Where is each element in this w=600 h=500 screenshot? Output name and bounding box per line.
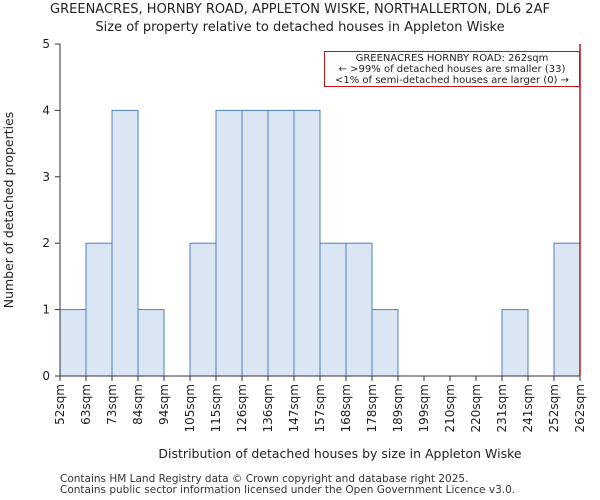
bar-231sqm — [501, 309, 529, 377]
x-tick-label-84sqm: 84sqm — [131, 384, 145, 425]
x-tick-label-252sqm: 252sqm — [547, 384, 561, 432]
x-tick-label-105sqm: 105sqm — [183, 384, 197, 432]
bar-178sqm — [371, 309, 399, 377]
x-tick-label-115sqm: 115sqm — [209, 384, 223, 432]
chart-title: GREENACRES, HORNBY ROAD, APPLETON WISKE,… — [50, 2, 550, 17]
bar-157sqm — [319, 242, 347, 377]
x-axis-title: Distribution of detached houses by size … — [158, 446, 521, 461]
annotation-line-2: ← >99% of detached houses are smaller (3… — [338, 64, 566, 75]
bar-105sqm — [189, 242, 217, 377]
x-tick-label-63sqm: 63sqm — [79, 384, 93, 425]
x-tick-label-189sqm: 189sqm — [391, 384, 405, 432]
x-tick-label-147sqm: 147sqm — [287, 384, 301, 432]
bar-63sqm — [85, 242, 113, 377]
x-tick-label-168sqm: 168sqm — [339, 384, 353, 432]
annotation-line-1: GREENACRES HORNBY ROAD: 262sqm — [355, 53, 549, 64]
y-tick-label-1: 1 — [42, 303, 50, 317]
bar-73sqm — [111, 109, 139, 377]
x-tick-label-210sqm: 210sqm — [443, 384, 457, 432]
footer-copyright: Contains HM Land Registry data © Crown c… — [60, 473, 469, 485]
bar-168sqm — [345, 242, 373, 377]
x-tick-label-157sqm: 157sqm — [313, 384, 327, 432]
chart-subtitle: Size of property relative to detached ho… — [95, 20, 505, 35]
x-tick-label-126sqm: 126sqm — [235, 384, 249, 432]
y-tick-label-5: 5 — [42, 37, 50, 51]
y-tick-label-3: 3 — [42, 170, 50, 184]
bar-84sqm — [137, 309, 165, 377]
x-tick-label-220sqm: 220sqm — [469, 384, 483, 432]
x-tick-label-52sqm: 52sqm — [53, 384, 67, 425]
bar-252sqm — [553, 242, 581, 377]
x-tick-label-73sqm: 73sqm — [105, 384, 119, 425]
footer-licence: Contains public sector information licen… — [60, 484, 516, 496]
y-tick-label-2: 2 — [42, 236, 50, 250]
bar-115sqm — [215, 109, 243, 377]
x-tick-label-94sqm: 94sqm — [157, 384, 171, 425]
y-axis-title: Number of detached properties — [1, 112, 16, 309]
bar-147sqm — [293, 109, 321, 377]
x-tick-label-199sqm: 199sqm — [417, 384, 431, 432]
x-tick-label-241sqm: 241sqm — [521, 384, 535, 432]
x-tick-label-136sqm: 136sqm — [261, 384, 275, 432]
bar-126sqm — [241, 109, 269, 377]
y-tick-label-0: 0 — [42, 369, 50, 383]
x-tick-label-178sqm: 178sqm — [365, 384, 379, 432]
bar-136sqm — [267, 109, 295, 377]
bar-52sqm — [59, 309, 87, 377]
annotation-line-3: <1% of semi-detached houses are larger (… — [334, 75, 570, 86]
x-tick-label-262sqm: 262sqm — [573, 384, 587, 432]
x-tick-label-231sqm: 231sqm — [495, 384, 509, 432]
property-annotation: GREENACRES HORNBY ROAD: 262sqm ← >99% of… — [324, 51, 580, 87]
y-tick-label-4: 4 — [42, 103, 50, 117]
